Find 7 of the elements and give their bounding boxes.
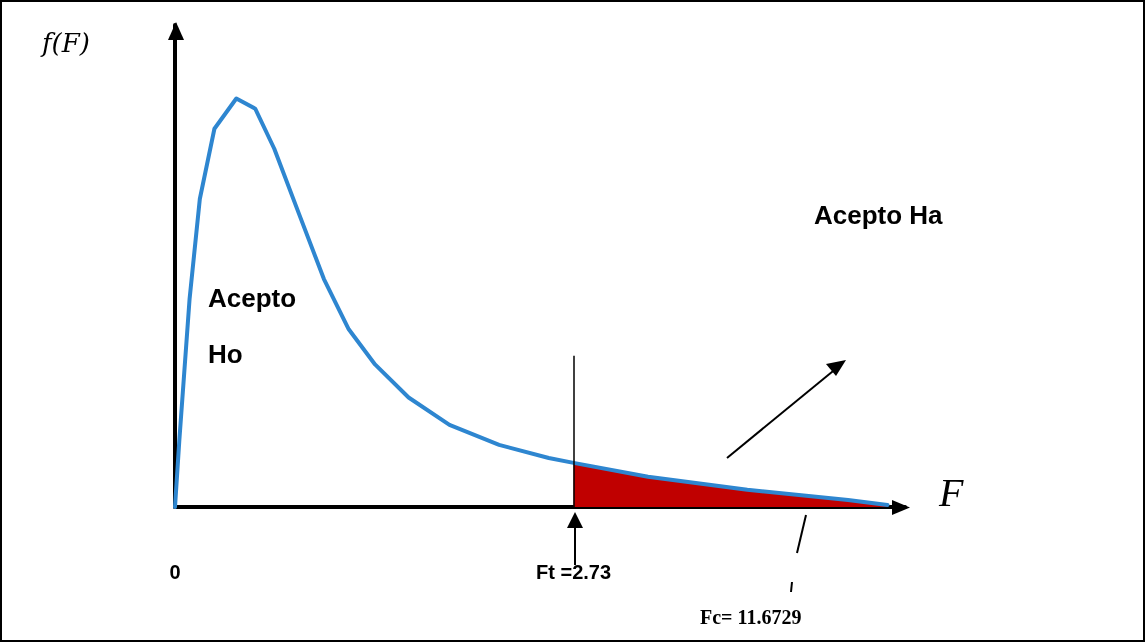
y-axis-title: f(F) — [40, 28, 90, 58]
text: Fc= 11.6729 — [700, 606, 802, 628]
x-axis-title: F — [938, 469, 964, 515]
annotation: Acepto Ho — [208, 283, 297, 369]
x-tick-label: Ft =2.73 — [536, 561, 612, 583]
annotation: Acepto Ha — [814, 200, 944, 230]
x-tick-label: 0 — [169, 561, 181, 583]
